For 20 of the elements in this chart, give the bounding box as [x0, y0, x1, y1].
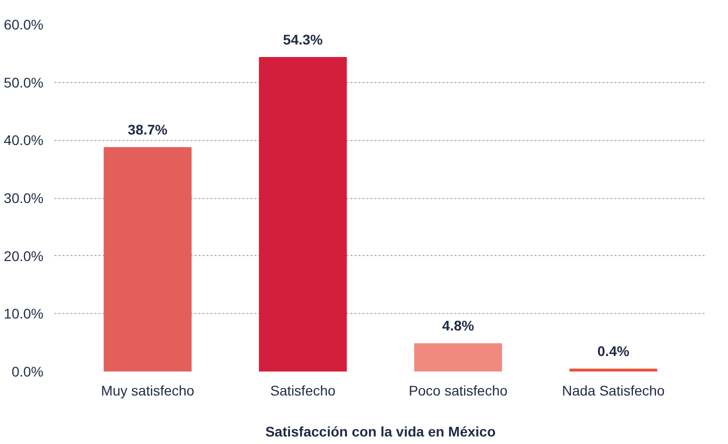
bar	[569, 368, 658, 372]
x-tick-label: Muy satisfecho	[100, 382, 195, 398]
y-tick-label: 60.0%	[4, 16, 44, 32]
y-tick-label: 50.0%	[4, 74, 44, 90]
y-tick-label: 30.0%	[4, 190, 44, 206]
data-label: 0.4%	[597, 343, 630, 360]
x-tick-label: Satisfecho	[270, 382, 336, 398]
bar	[104, 147, 192, 372]
y-tick-label: 10.0%	[4, 306, 44, 322]
y-tick-label: 40.0%	[4, 132, 44, 148]
y-tick-label: 20.0%	[4, 248, 44, 264]
bar	[258, 56, 347, 372]
data-label: 54.3%	[283, 31, 324, 48]
x-tick-label: Poco satisfecho	[408, 382, 508, 398]
data-label: 4.8%	[442, 318, 475, 334]
bar	[414, 343, 502, 372]
x-axis-title: Satisfacción con la vida en México	[265, 424, 496, 440]
y-tick-label: 0.0%	[12, 364, 44, 380]
data-label: 38.7%	[128, 122, 168, 138]
x-tick-label: Nada Satisfecho	[562, 382, 665, 398]
